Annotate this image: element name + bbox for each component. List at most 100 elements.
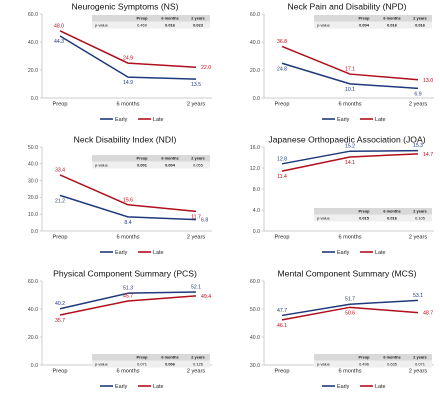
chart-panel-5: Physical Component Summary (PCS) 0.0 20.0 4… <box>28 269 212 390</box>
chart-title: Japanese Orthopaedic Association (JOA) <box>268 135 425 145</box>
data-label-early: 51.3 <box>123 286 133 292</box>
y-tick-label: 0.0 <box>31 363 38 369</box>
legend-label-late: Late <box>375 117 386 123</box>
pvalue-cell: 0.016 <box>387 215 398 220</box>
data-label-late: 46.1 <box>277 323 287 329</box>
pvalue-cell: 0.006 <box>165 361 176 366</box>
data-label-late: 17.1 <box>345 67 355 73</box>
pvalue-table-header: Preop <box>358 209 370 214</box>
pvalue-cell: 0.004 <box>359 22 370 27</box>
pvalue-table-header: 2 years <box>413 16 426 21</box>
data-label-early: 12.8 <box>277 156 287 162</box>
pvalue-table-row-bg <box>92 161 210 169</box>
chart-panel-3: Neck Disability Index (NDI) 0.0 10.0 20.0 30… <box>28 135 212 256</box>
y-tick-label: 60.0 <box>28 279 38 285</box>
data-label-late: 48.7 <box>423 311 433 317</box>
pvalue-table: Preop 6 months 2 years p-value 0.004 0.016 0.0… <box>314 15 432 29</box>
pvalue-table-header-bg <box>314 354 432 361</box>
chart-panel-4: Japanese Orthopaedic Association (JOA) 0.… <box>250 135 434 256</box>
pvalue-cell: 0.071 <box>415 361 425 366</box>
chart-title: Neck Disability Index (NDI) <box>74 135 177 145</box>
data-label-early: 44.3 <box>54 39 64 45</box>
data-label-early: 14.9 <box>123 80 133 86</box>
pvalue-table: Preop 6 months 2 years p-value 0.001 0.004 0.0… <box>92 155 210 169</box>
data-label-late: 13.0 <box>423 78 433 84</box>
data-label-late: 45.7 <box>123 294 133 300</box>
pvalue-cell: 0.105 <box>415 215 425 220</box>
series-line-early <box>281 62 419 90</box>
pvalue-table-row-bg <box>92 21 210 29</box>
data-label-late: 22.0 <box>201 65 211 71</box>
x-tick-label: 2 years <box>187 235 206 241</box>
legend: Early Late <box>322 250 386 256</box>
y-tick-label: 40.0 <box>28 40 38 46</box>
pvalue-table-header-bg <box>314 208 432 215</box>
x-tick-label: 6 months <box>116 369 139 375</box>
y-tick-label: 40.0 <box>28 162 38 168</box>
pvalue-table-header: 6 months <box>161 16 178 21</box>
data-label-early: 52.1 <box>191 285 201 291</box>
y-tick-label: 20.0 <box>28 335 38 341</box>
data-label-late: 48.0 <box>54 23 64 29</box>
x-tick-label: 2 years <box>187 369 206 375</box>
data-label-late: 15.6 <box>123 197 133 203</box>
x-tick-label: Preop <box>275 235 290 241</box>
data-label-late: 11.7 <box>191 214 201 220</box>
y-tick-label: 16.0 <box>250 145 260 151</box>
data-label-late: 14.7 <box>423 152 433 158</box>
pvalue-row-label: p-value <box>317 361 330 366</box>
legend-label-late: Late <box>153 384 164 390</box>
x-tick-label: 6 months <box>338 235 361 241</box>
pvalue-table-header: 6 months <box>383 209 400 214</box>
legend-label-early: Early <box>115 384 128 390</box>
legend-label-late: Late <box>153 117 164 123</box>
pvalue-cell: 0.016 <box>387 22 398 27</box>
series-line-early <box>59 35 197 80</box>
pvalue-table-header-bg <box>92 155 210 162</box>
pvalue-table-header: 2 years <box>191 355 204 360</box>
pvalue-table-row-bg <box>314 360 432 368</box>
pvalue-cell: 0.469 <box>137 22 147 27</box>
y-tick-label: 0.0 <box>253 229 260 235</box>
pvalue-table-header: 6 months <box>161 156 178 161</box>
data-label-late: 35.7 <box>55 318 65 324</box>
pvalue-table-header: 2 years <box>191 156 204 161</box>
pvalue-cell: 0.126 <box>193 361 203 366</box>
y-tick-label: 10.0 <box>28 212 38 218</box>
pvalue-table: Preop 6 months 2 years p-value 0.015 0.016 0.1… <box>314 208 432 222</box>
pvalue-row-label: p-value <box>95 162 108 167</box>
pvalue-cell: 0.635 <box>387 361 397 366</box>
y-tick-label: 20.0 <box>250 68 260 74</box>
legend-label-late: Late <box>153 250 164 256</box>
x-tick-label: Preop <box>275 369 290 375</box>
y-tick-label: 60.0 <box>250 279 260 285</box>
pvalue-table-header: Preop <box>358 355 370 360</box>
data-label-early: 10.1 <box>345 87 355 93</box>
legend-label-late: Late <box>375 250 386 256</box>
x-tick-label: Preop <box>53 235 68 241</box>
pvalue-table: Preop 6 months 2 years p-value 0.496 0.635 0.0… <box>314 354 432 368</box>
data-label-late: 14.1 <box>345 160 355 166</box>
data-label-early: 53.1 <box>413 293 423 299</box>
data-label-early: 15.3 <box>413 143 423 149</box>
series-line-late <box>59 295 197 316</box>
data-label-early: 40.2 <box>55 301 65 307</box>
data-label-late: 24.9 <box>123 56 133 62</box>
y-tick-label: 30.0 <box>28 178 38 184</box>
legend: Early Late <box>100 117 164 123</box>
chart-title: Neck Pain and Disability (NPD) <box>288 2 407 12</box>
pvalue-table: Preop 6 months 2 years p-value 0.071 0.006 0.1… <box>92 354 210 368</box>
pvalue-table-header: Preop <box>136 156 148 161</box>
pvalue-table-header: Preop <box>136 355 148 360</box>
chart-panel-1: Neurogenic Symptoms (NS) 0.0 20.0 40.0 60.0 P… <box>28 2 212 123</box>
x-tick-label: 2 years <box>409 102 428 108</box>
legend: Early Late <box>322 117 386 123</box>
series-line-late <box>59 174 197 213</box>
x-tick-label: 6 months <box>338 369 361 375</box>
y-tick-label: 0.0 <box>31 229 38 235</box>
x-tick-label: 2 years <box>187 102 206 108</box>
pvalue-table-row-bg <box>92 360 210 368</box>
y-tick-label: 0.0 <box>31 96 38 102</box>
series-line-late <box>59 30 197 68</box>
legend-label-early: Early <box>115 250 128 256</box>
